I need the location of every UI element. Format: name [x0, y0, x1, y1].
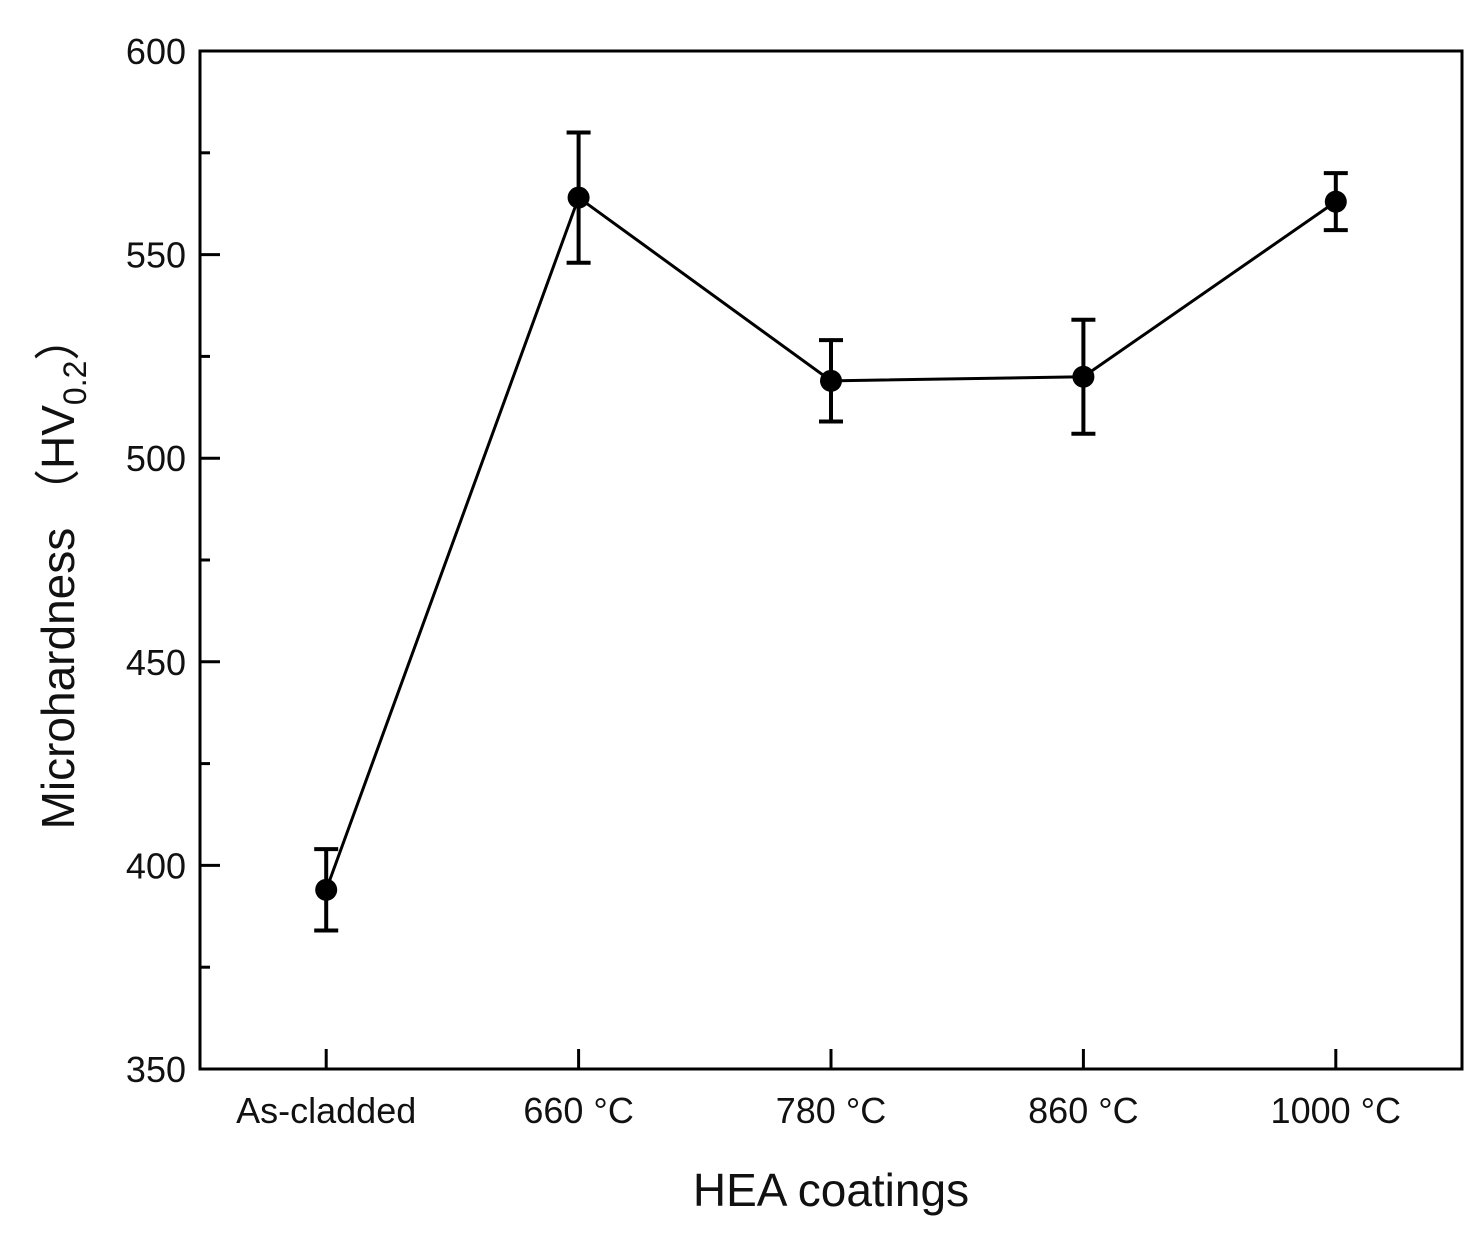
y-tick-label: 350: [126, 1049, 186, 1090]
y-tick-label: 550: [126, 235, 186, 276]
y-tick-label: 600: [126, 31, 186, 72]
data-point: [1324, 190, 1347, 213]
data-point: [315, 878, 338, 901]
series-line: [324, 195, 1337, 891]
x-tick-label: 780 °C: [776, 1090, 886, 1131]
x-tick-label: As-cladded: [236, 1090, 416, 1131]
data-point: [1072, 365, 1095, 388]
x-tick-label: 660 °C: [523, 1090, 633, 1131]
y-tick-label: 500: [126, 438, 186, 479]
x-axis-label: HEA coatings: [693, 1164, 969, 1216]
plot-frame: [198, 49, 1464, 1071]
x-tick-label: 1000 °C: [1271, 1090, 1401, 1131]
x-tick-label: 860 °C: [1028, 1090, 1138, 1131]
data-point: [820, 369, 842, 392]
data-point: [567, 186, 590, 209]
y-axis-label: Microhardness （HV0.2）: [32, 315, 93, 830]
y-tick-label: 450: [126, 642, 186, 683]
y-tick-label: 400: [126, 845, 186, 886]
